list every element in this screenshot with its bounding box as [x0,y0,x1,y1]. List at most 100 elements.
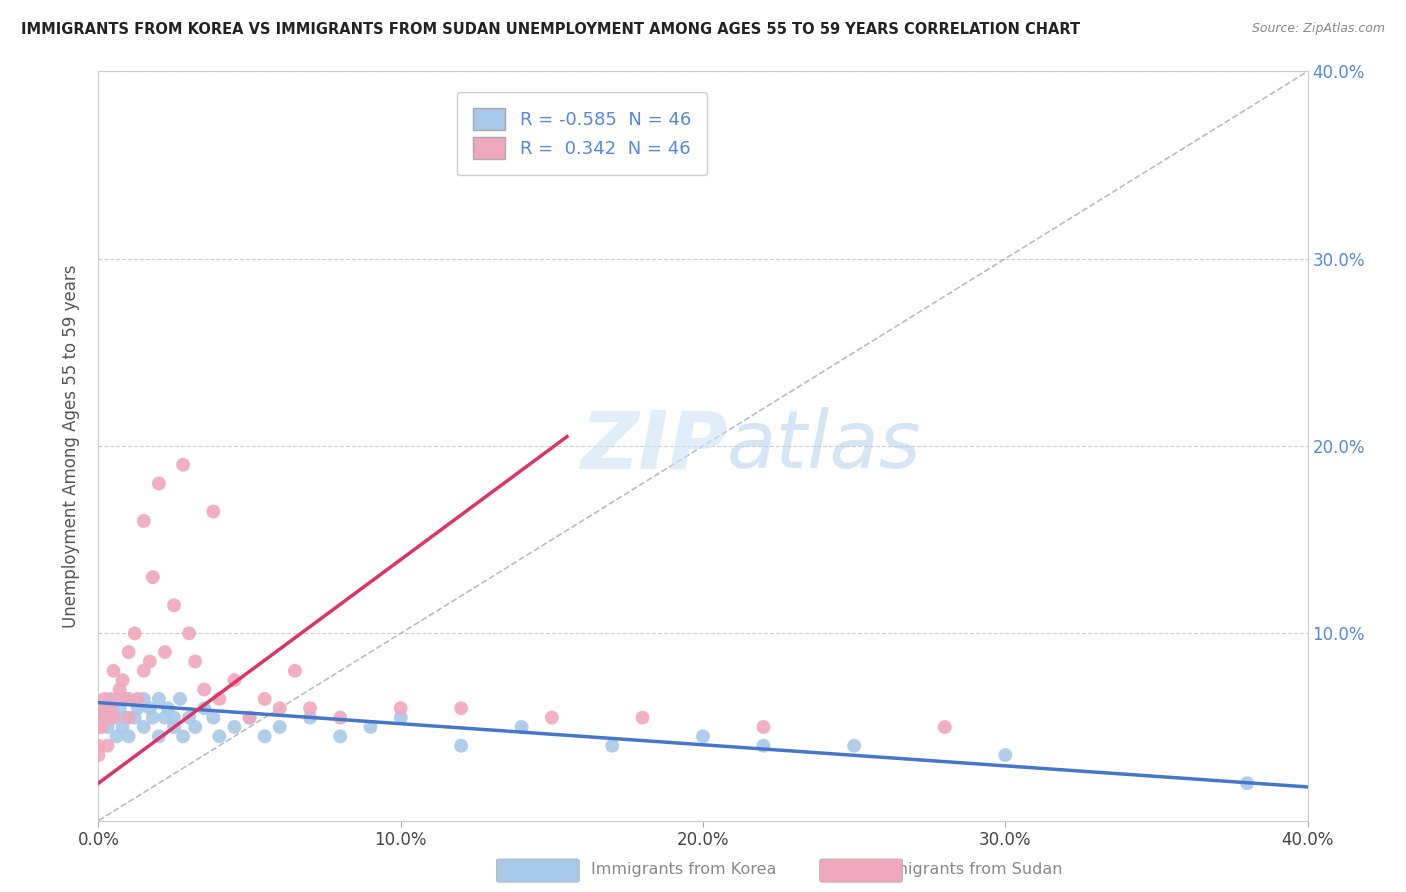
Point [132,514,155,528]
Legend: R = -0.585  N = 46, R =  0.342  N = 46: R = -0.585 N = 46, R = 0.342 N = 46 [457,92,707,176]
Point [450,739,472,753]
Point [132,692,155,706]
Point [87,747,110,762]
Point [100,701,122,715]
Point [193,701,215,715]
Point [153,645,176,659]
Point [752,739,775,753]
Point [169,692,191,706]
Point [105,730,128,744]
Point [163,720,186,734]
Point [450,701,472,715]
Point [156,701,179,715]
Point [153,710,176,724]
Point [224,673,246,688]
Point [510,720,533,734]
Point [253,692,276,706]
Point [127,692,149,706]
Point [87,739,110,753]
Text: Immigrants from Korea: Immigrants from Korea [591,863,776,877]
Text: ZIP: ZIP [579,407,727,485]
Point [163,710,186,724]
Point [139,655,162,669]
Point [103,710,125,724]
Point [389,701,412,715]
Point [118,730,141,744]
Point [142,710,165,724]
Point [202,505,225,519]
Point [103,710,125,724]
Point [179,626,201,640]
Point [184,655,207,669]
Point [87,720,110,734]
Point [111,720,134,734]
Point [148,692,170,706]
Point [284,664,307,678]
Point [90,720,112,734]
Point [114,710,136,724]
Point [360,720,382,734]
Point [239,710,262,724]
Point [114,692,136,706]
Point [103,664,125,678]
Text: atlas: atlas [727,407,922,485]
Point [172,730,194,744]
Point [602,739,624,753]
Point [118,710,141,724]
Point [844,739,866,753]
Point [1236,776,1258,790]
Point [100,692,122,706]
Point [148,476,170,491]
Point [87,710,110,724]
Point [87,710,110,724]
Text: IMMIGRANTS FROM KOREA VS IMMIGRANTS FROM SUDAN UNEMPLOYMENT AMONG AGES 55 TO 59 : IMMIGRANTS FROM KOREA VS IMMIGRANTS FROM… [21,22,1080,37]
Point [994,747,1017,762]
Point [163,599,186,613]
Point [118,645,141,659]
Point [208,730,231,744]
Text: Source: ZipAtlas.com: Source: ZipAtlas.com [1251,22,1385,36]
Point [90,701,112,715]
Point [108,682,131,697]
Point [172,458,194,472]
Point [389,710,412,724]
Point [299,710,322,724]
Point [139,701,162,715]
Point [540,710,562,724]
Point [269,701,291,715]
Point [127,701,149,715]
Point [108,701,131,715]
Point [208,692,231,706]
Point [179,710,201,724]
Point [132,720,155,734]
Point [124,710,146,724]
Point [329,710,352,724]
Point [631,710,654,724]
Point [142,570,165,584]
Point [224,720,246,734]
Point [93,701,115,715]
Point [239,710,262,724]
Y-axis label: Unemployment Among Ages 55 to 59 years: Unemployment Among Ages 55 to 59 years [62,264,80,628]
Point [202,710,225,724]
Point [118,692,141,706]
Point [299,701,322,715]
Text: Immigrants from Sudan: Immigrants from Sudan [872,863,1062,877]
Point [269,720,291,734]
Point [93,692,115,706]
Point [132,664,155,678]
Point [148,730,170,744]
Point [124,626,146,640]
Point [193,682,215,697]
Point [934,720,956,734]
Point [96,720,118,734]
Point [692,730,714,744]
Point [329,730,352,744]
Point [253,730,276,744]
Point [96,710,118,724]
Point [184,720,207,734]
Point [752,720,775,734]
Point [96,739,118,753]
Point [111,673,134,688]
Point [105,692,128,706]
